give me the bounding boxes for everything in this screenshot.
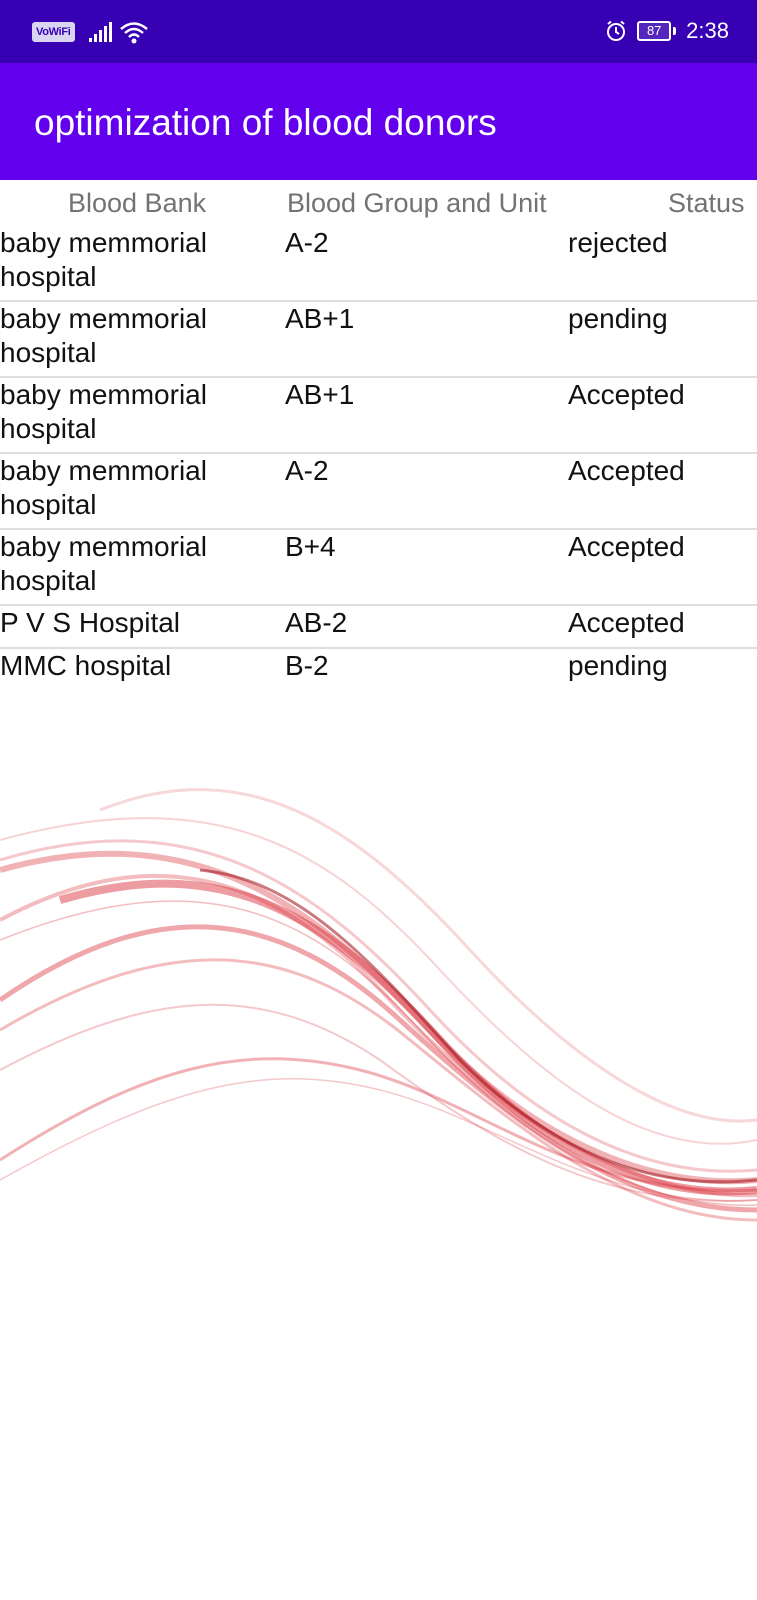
cell-blood-group: A-2 <box>285 455 329 486</box>
table-row[interactable]: baby memmorial hospital A-2 rejected <box>0 226 757 302</box>
cell-status: pending <box>568 303 668 334</box>
status-right: 87 2:38 <box>605 17 729 45</box>
cell-blood-group: AB+1 <box>285 303 355 334</box>
status-left: VoWiFi <box>32 20 149 44</box>
wifi-icon <box>119 22 148 44</box>
cell-blood-group: B+4 <box>285 531 336 562</box>
cell-blood-bank: baby memmorial hospital <box>0 227 207 292</box>
table-row[interactable]: baby memmorial hospital AB+1 Accepted <box>0 378 757 454</box>
cell-blood-bank: baby memmorial hospital <box>0 455 207 520</box>
cell-status: rejected <box>568 227 668 258</box>
table-row[interactable]: MMC hospital B-2 pending <box>0 649 757 690</box>
table-row[interactable]: baby memmorial hospital AB+1 pending <box>0 302 757 378</box>
cell-blood-bank: MMC hospital <box>0 650 172 681</box>
signal-icon <box>88 22 112 42</box>
cell-blood-group: AB-2 <box>285 607 348 638</box>
cell-blood-bank: baby memmorial hospital <box>0 379 207 444</box>
cell-blood-bank: P V S Hospital <box>0 607 181 638</box>
cell-blood-group: B-2 <box>285 650 329 681</box>
header-status: Status <box>668 188 745 218</box>
page-title: optimization of blood donors <box>34 102 497 143</box>
cell-status: Accepted <box>568 379 685 410</box>
requests-table: Blood Bank Blood Group and Unit Status b… <box>0 180 757 690</box>
table-header: Blood Bank Blood Group and Unit Status <box>0 180 757 226</box>
cell-blood-group: AB+1 <box>285 379 355 410</box>
cell-blood-group: A-2 <box>285 227 329 258</box>
battery-level: 87 <box>646 23 662 38</box>
header-blood-bank: Blood Bank <box>68 188 207 218</box>
cell-status: Accepted <box>568 607 685 638</box>
status-bar: VoWiFi 87 2:38 <box>0 0 757 63</box>
table-row[interactable]: baby memmorial hospital B+4 Accepted <box>0 530 757 606</box>
cell-status: Accepted <box>568 455 685 486</box>
cell-blood-bank: baby memmorial hospital <box>0 303 207 368</box>
cell-status: pending <box>568 650 668 681</box>
clock: 2:38 <box>686 18 729 43</box>
vowifi-badge: VoWiFi <box>32 22 75 42</box>
alarm-icon <box>607 20 626 41</box>
cell-blood-bank: baby memmorial hospital <box>0 531 207 596</box>
header-blood-group: Blood Group and Unit <box>287 188 547 218</box>
red-wave-decoration <box>0 788 757 1222</box>
app-bar: optimization of blood donors <box>0 63 757 180</box>
cell-status: Accepted <box>568 531 685 562</box>
table-row[interactable]: baby memmorial hospital A-2 Accepted <box>0 454 757 530</box>
table-row[interactable]: P V S Hospital AB-2 Accepted <box>0 606 757 649</box>
battery-icon: 87 <box>637 21 677 41</box>
